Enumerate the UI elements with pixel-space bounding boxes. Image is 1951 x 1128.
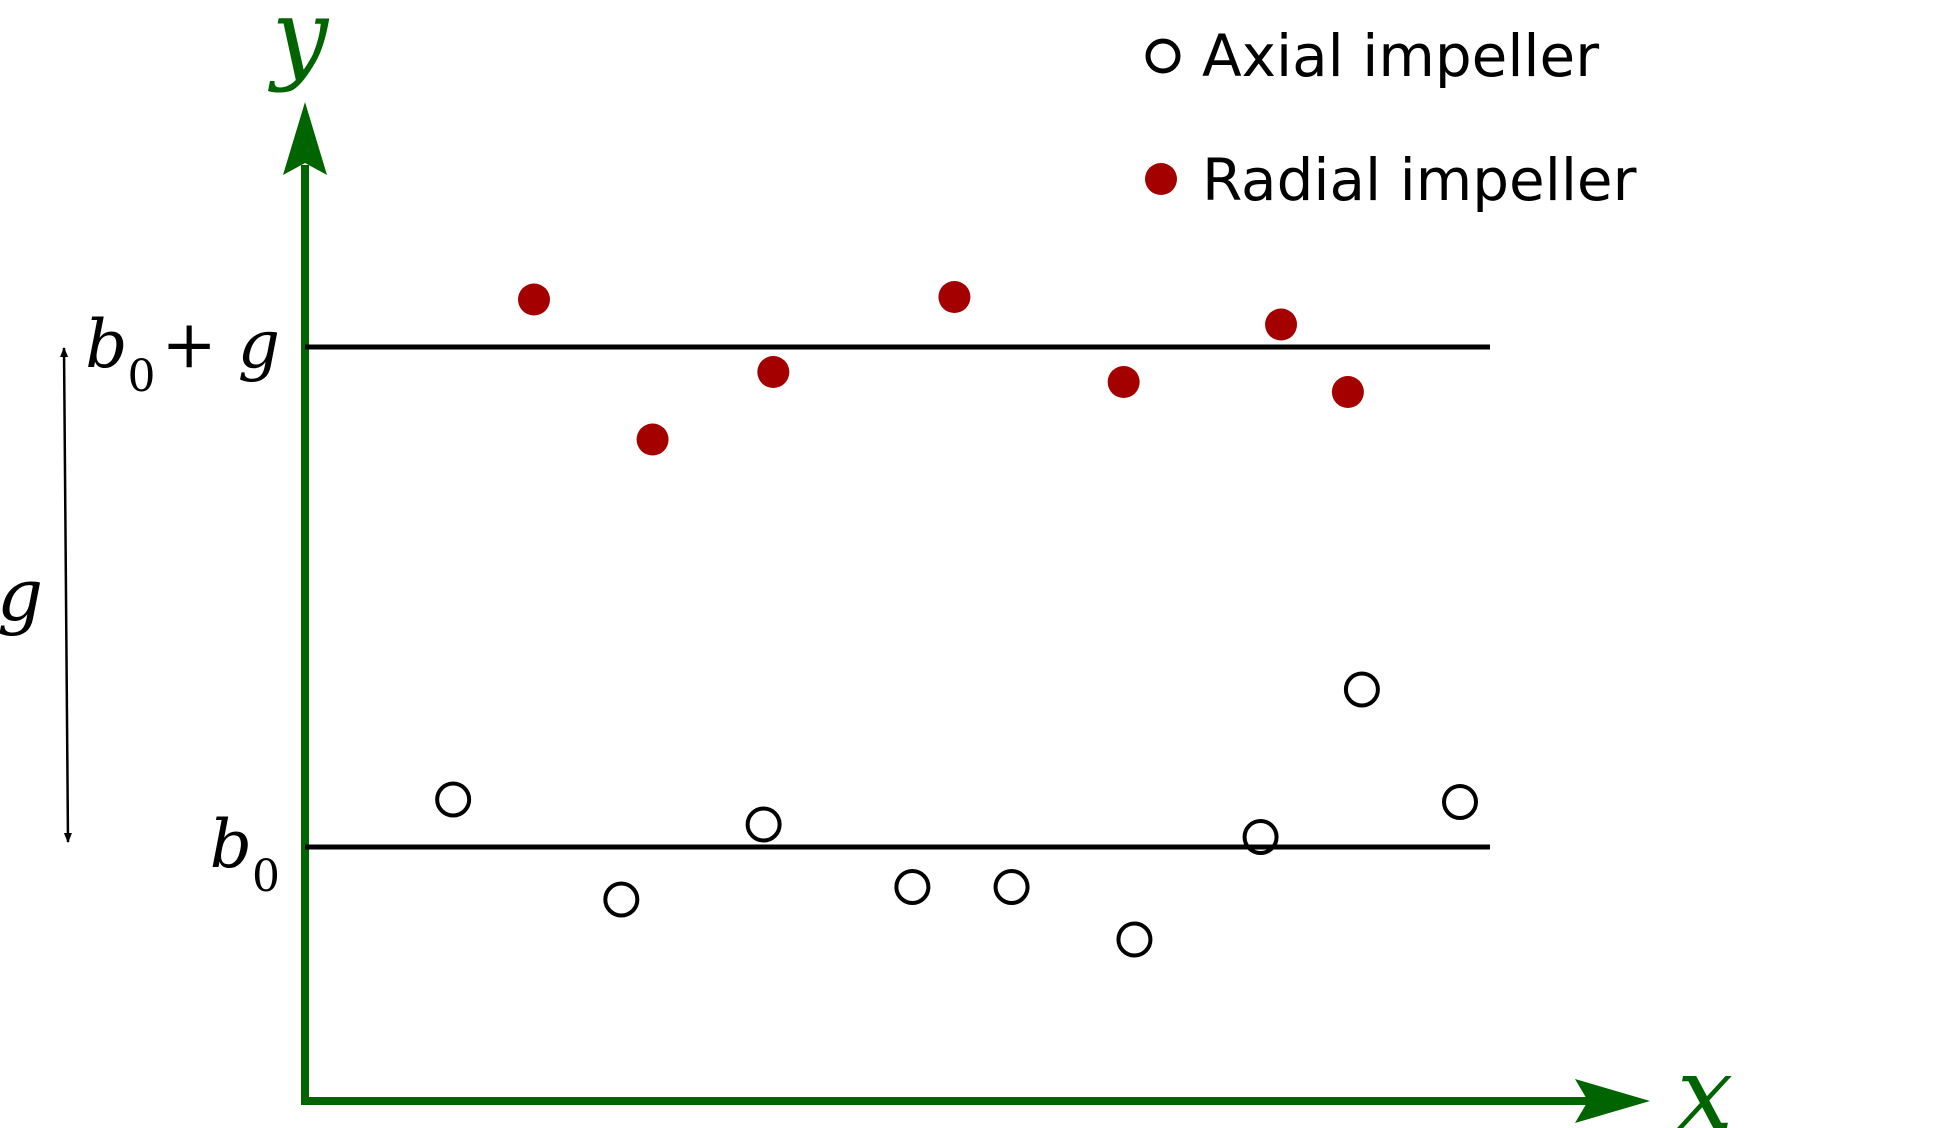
legend-radial-marker <box>1145 163 1177 195</box>
radial-point-0 <box>517 283 550 316</box>
radial-point-6 <box>1331 376 1364 408</box>
data-points <box>435 281 1478 958</box>
axial-point-8 <box>1442 784 1478 820</box>
legend-radial-label: Radial impeller <box>1202 146 1637 214</box>
reference-line-label-1: b0+ g <box>85 306 280 402</box>
x-axis-label: x <box>1677 1035 1733 1128</box>
y-axis-arrowhead <box>283 102 327 175</box>
x-axis-arrowhead <box>1575 1079 1650 1123</box>
axial-point-7 <box>1343 671 1380 708</box>
radial-point-2 <box>757 356 790 388</box>
axial-point-3 <box>894 869 931 905</box>
reference-line-label-0: b0 <box>210 806 280 902</box>
gap-label: g <box>0 553 43 637</box>
radial-point-4 <box>1107 366 1140 398</box>
axial-point-0 <box>435 781 472 818</box>
radial-point-3 <box>938 281 971 313</box>
axial-point-2 <box>745 806 782 843</box>
gap-annotation: g <box>0 347 72 843</box>
legend-axial-label: Axial impeller <box>1202 22 1599 90</box>
reference-lines: b0 b0+ g <box>85 306 1490 902</box>
radial-point-1 <box>636 423 669 456</box>
axes: y x <box>268 0 1733 1128</box>
axial-point-6 <box>1242 819 1279 855</box>
axial-point-4 <box>993 869 1030 905</box>
axial-point-1 <box>603 881 640 918</box>
legend: Axial impeller Radial impeller <box>1145 22 1637 214</box>
radial-point-5 <box>1265 308 1298 341</box>
gap-double-arrow <box>60 347 72 843</box>
legend-axial-marker <box>1145 38 1181 74</box>
y-axis-label: y <box>268 0 330 94</box>
axial-point-5 <box>1116 921 1153 958</box>
